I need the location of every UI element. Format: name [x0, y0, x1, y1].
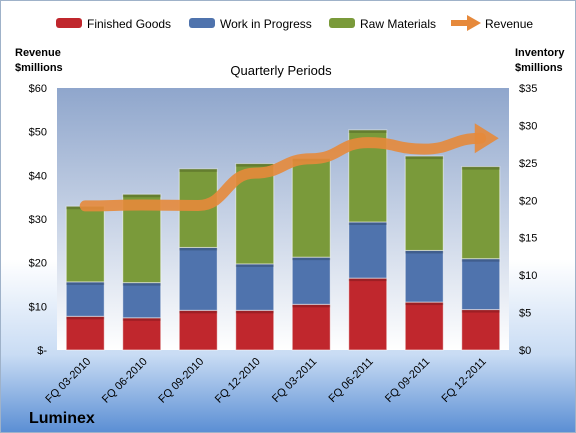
y-tick-label: $50: [29, 127, 47, 139]
revenue-arrowhead: [474, 123, 499, 154]
revenue-point-fq-12-2011: [480, 137, 482, 139]
bar-finished-goods-fq-12-2010: [235, 309, 275, 351]
legend-item-work-in-progress: Work in Progress: [189, 17, 312, 31]
revenue-line-layer: [79, 123, 499, 212]
bar-work-in-progress-fq-12-2010: [235, 263, 275, 311]
legend-label-revenue: Revenue: [485, 17, 533, 31]
bar-finished-goods-fq-12-2011: [461, 309, 501, 351]
y-axis-title-line-1: Revenue: [15, 47, 61, 59]
bar-edge-finished-goods-fq-12-2010: [235, 310, 274, 314]
legend-arrow-revenue: [467, 15, 481, 31]
legend: Finished Goods Work in Progress Raw Mate…: [56, 15, 533, 31]
bar-edge-work-in-progress-fq-09-2010: [179, 247, 218, 251]
bar-raw-materials-fq-03-2011: [291, 157, 331, 258]
y-tick-label: $60: [29, 83, 47, 95]
y2-axis-title-line-2: $millions: [515, 62, 563, 74]
bar-work-in-progress-fq-09-2010: [178, 246, 218, 311]
y-tick-label: $10: [29, 301, 47, 313]
bar-edge-raw-materials-fq-09-2010: [179, 168, 218, 172]
bar-edge-finished-goods-fq-03-2011: [292, 304, 331, 308]
x-tick-label: FQ 06-2010: [100, 356, 150, 406]
y2-tick-label: $0: [519, 345, 531, 357]
x-tick-label: FQ 09-2011: [383, 356, 432, 405]
revenue-point-fq-06-2010: [141, 204, 143, 206]
revenue-point-fq-12-2010: [254, 172, 256, 174]
bar-finished-goods-fq-06-2011: [348, 277, 388, 351]
bar-edge-finished-goods-fq-03-2010: [66, 316, 105, 320]
revenue-point-fq-03-2011: [310, 158, 312, 160]
x-tick-label: FQ 03-2010: [43, 356, 93, 406]
bar-edge-work-in-progress-fq-03-2011: [292, 257, 331, 261]
bar-edge-work-in-progress-fq-09-2011: [405, 250, 444, 254]
bar-edge-raw-materials-fq-12-2011: [461, 166, 500, 170]
bar-edge-work-in-progress-fq-12-2010: [235, 263, 274, 267]
bar-raw-materials-fq-12-2011: [461, 166, 501, 260]
bar-finished-goods-fq-03-2010: [65, 315, 105, 351]
bar-edge-finished-goods-fq-09-2011: [405, 302, 444, 306]
y2-tick-label: $15: [519, 233, 537, 245]
bar-work-in-progress-fq-03-2010: [65, 281, 105, 317]
legend-item-revenue: Revenue: [451, 15, 533, 31]
bar-edge-work-in-progress-fq-06-2010: [122, 282, 161, 286]
revenue-point-fq-06-2011: [367, 142, 369, 144]
bar-work-in-progress-fq-03-2011: [291, 256, 331, 305]
legend-swatch-raw-materials: [329, 18, 355, 28]
y-axis-title-line-2: $millions: [15, 62, 63, 74]
y-tick-label: $20: [29, 258, 47, 270]
bar-edge-finished-goods-fq-12-2011: [461, 309, 500, 313]
bar-work-in-progress-fq-12-2011: [461, 258, 501, 311]
bar-edge-work-in-progress-fq-12-2011: [461, 258, 500, 262]
bar-finished-goods-fq-06-2010: [122, 317, 162, 351]
x-tick-label: FQ 12-2010: [213, 356, 263, 406]
y-tick-label: $-: [37, 345, 47, 357]
company-name: Luminex: [29, 410, 95, 427]
y-axis-title: Revenue $millions: [15, 47, 64, 74]
y2-axis-title-line-1: Inventory: [515, 47, 565, 59]
revenue-point-fq-03-2010: [84, 205, 86, 207]
bar-edge-raw-materials-fq-06-2010: [122, 194, 161, 198]
bar-work-in-progress-fq-06-2010: [122, 282, 162, 319]
bar-edge-raw-materials-fq-09-2011: [405, 156, 444, 160]
y2-axis-title: Inventory $millions: [515, 47, 568, 74]
x-tick-label: FQ 12-2011: [439, 356, 488, 405]
bar-edge-work-in-progress-fq-06-2011: [348, 221, 387, 225]
legend-swatch-work-in-progress: [189, 18, 215, 28]
y-tick-label: $40: [29, 170, 47, 182]
legend-label-raw-materials: Raw Materials: [360, 17, 436, 31]
y2-tick-label: $5: [519, 308, 531, 320]
chart-title: Quarterly Periods: [230, 63, 332, 78]
revenue-point-fq-09-2010: [197, 204, 199, 206]
x-tick-label: FQ 03-2011: [270, 356, 319, 405]
legend-item-raw-materials: Raw Materials: [329, 17, 436, 31]
bar-edge-raw-materials-fq-12-2010: [235, 163, 274, 167]
bar-edge-finished-goods-fq-06-2010: [122, 317, 161, 321]
bar-finished-goods-fq-09-2010: [178, 309, 218, 351]
y2-tick-label: $20: [519, 195, 537, 207]
legend-item-finished-goods: Finished Goods: [56, 17, 171, 31]
bar-raw-materials-fq-03-2010: [65, 205, 105, 283]
bar-edge-finished-goods-fq-06-2011: [348, 278, 387, 282]
y-tick-label: $30: [29, 214, 47, 226]
bar-finished-goods-fq-09-2011: [404, 301, 444, 351]
legend-label-finished-goods: Finished Goods: [87, 17, 171, 31]
x-tick-label: FQ 06-2011: [326, 356, 375, 405]
y2-tick-label: $25: [519, 158, 537, 170]
bar-raw-materials-fq-09-2011: [404, 155, 444, 251]
bar-edge-work-in-progress-fq-03-2010: [66, 281, 105, 285]
legend-swatch-finished-goods: [56, 18, 82, 28]
y2-tick-label: $10: [519, 270, 537, 282]
revenue-point-fq-09-2011: [423, 148, 425, 150]
bar-edge-raw-materials-fq-06-2011: [348, 129, 387, 133]
bar-edge-finished-goods-fq-09-2010: [179, 310, 218, 314]
y2-tick-label: $30: [519, 120, 537, 132]
revenue-line: [79, 132, 487, 212]
bar-work-in-progress-fq-09-2011: [404, 249, 444, 303]
y2-tick-label: $35: [519, 83, 537, 95]
bar-finished-goods-fq-03-2011: [291, 303, 331, 351]
legend-label-work-in-progress: Work in Progress: [220, 17, 312, 31]
x-tick-label: FQ 09-2010: [156, 356, 206, 406]
bar-work-in-progress-fq-06-2011: [348, 221, 388, 279]
